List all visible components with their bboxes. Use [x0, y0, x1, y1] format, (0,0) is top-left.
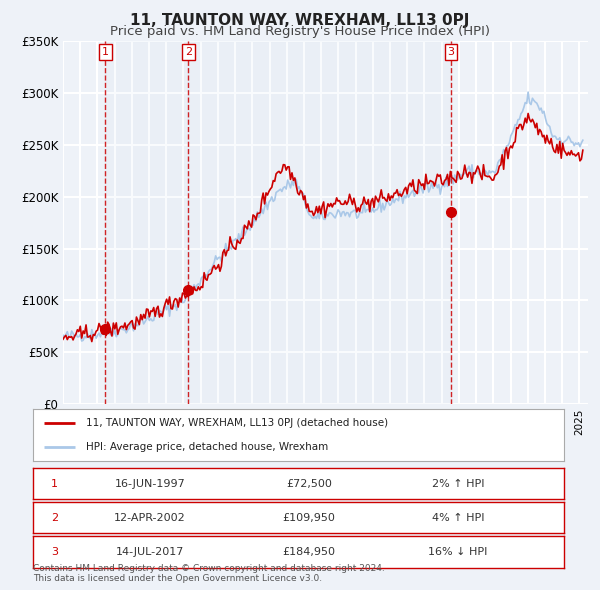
- Text: 3: 3: [448, 47, 454, 57]
- Text: 11, TAUNTON WAY, WREXHAM, LL13 0PJ (detached house): 11, TAUNTON WAY, WREXHAM, LL13 0PJ (deta…: [86, 418, 388, 428]
- Text: £109,950: £109,950: [283, 513, 335, 523]
- Text: £184,950: £184,950: [283, 547, 335, 557]
- Text: 2: 2: [185, 47, 192, 57]
- Text: Contains HM Land Registry data © Crown copyright and database right 2024.
This d: Contains HM Land Registry data © Crown c…: [33, 563, 385, 583]
- Text: HPI: Average price, detached house, Wrexham: HPI: Average price, detached house, Wrex…: [86, 442, 328, 453]
- Text: 16-JUN-1997: 16-JUN-1997: [115, 478, 185, 489]
- Bar: [188, 41, 451, 404]
- Text: 16% ↓ HPI: 16% ↓ HPI: [428, 547, 487, 557]
- Text: 11, TAUNTON WAY, WREXHAM, LL13 0PJ: 11, TAUNTON WAY, WREXHAM, LL13 0PJ: [130, 13, 470, 28]
- Text: £72,500: £72,500: [286, 478, 332, 489]
- Bar: [106, 41, 188, 404]
- Text: 3: 3: [51, 547, 58, 557]
- Text: 14-JUL-2017: 14-JUL-2017: [116, 547, 184, 557]
- Text: 1: 1: [51, 478, 58, 489]
- Text: 2: 2: [50, 513, 58, 523]
- Text: 1: 1: [102, 47, 109, 57]
- Text: Price paid vs. HM Land Registry's House Price Index (HPI): Price paid vs. HM Land Registry's House …: [110, 25, 490, 38]
- Text: 4% ↑ HPI: 4% ↑ HPI: [431, 513, 484, 523]
- Text: 2% ↑ HPI: 2% ↑ HPI: [431, 478, 484, 489]
- Text: 12-APR-2002: 12-APR-2002: [114, 513, 185, 523]
